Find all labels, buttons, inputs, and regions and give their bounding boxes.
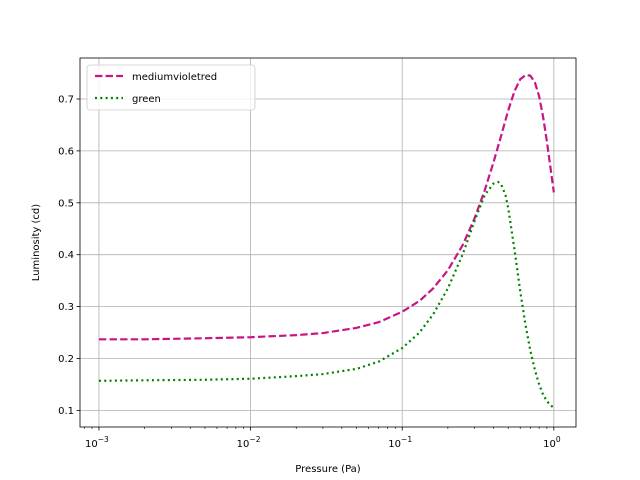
x-tick-label: 100 (543, 435, 561, 450)
x-tick-label: 10−3 (85, 435, 109, 450)
y-tick-label: 0.4 (58, 250, 74, 261)
y-axis-label: Luminosity (cd) (31, 204, 42, 281)
y-tick-label: 0.3 (58, 302, 74, 313)
x-axis-ticks: 10−3 10−2 10−1 100 (83, 427, 561, 450)
x-tick-base: 10 (388, 439, 401, 450)
legend-box (86, 64, 256, 111)
grid-lines (80, 58, 576, 427)
y-tick-label: 0.5 (58, 198, 74, 209)
x-tick-base: 10 (237, 439, 250, 450)
x-tick-exponent: −3 (98, 435, 109, 444)
y-tick-label: 0.2 (58, 354, 74, 365)
plot-area-frame (79, 57, 577, 428)
y-axis-ticks: 0.1 0.2 0.3 0.4 0.5 0.6 0.7 (58, 95, 80, 417)
legend-label: mediumvioletred (132, 72, 217, 83)
x-tick-exponent: 0 (556, 435, 561, 444)
legend: mediumvioletred green (86, 64, 256, 111)
x-tick-label: 10−1 (388, 435, 412, 450)
y-tick-label: 0.1 (58, 406, 74, 417)
y-tick-label: 0.6 (58, 146, 74, 157)
y-tick-label: 0.7 (58, 95, 74, 106)
x-tick-exponent: −1 (401, 435, 412, 444)
legend-label: green (132, 94, 161, 105)
x-axis-label: Pressure (Pa) (295, 464, 360, 475)
x-tick-base: 10 (85, 439, 98, 450)
x-tick-base: 10 (543, 439, 556, 450)
x-tick-label: 10−2 (237, 435, 261, 450)
x-tick-exponent: −2 (249, 435, 260, 444)
